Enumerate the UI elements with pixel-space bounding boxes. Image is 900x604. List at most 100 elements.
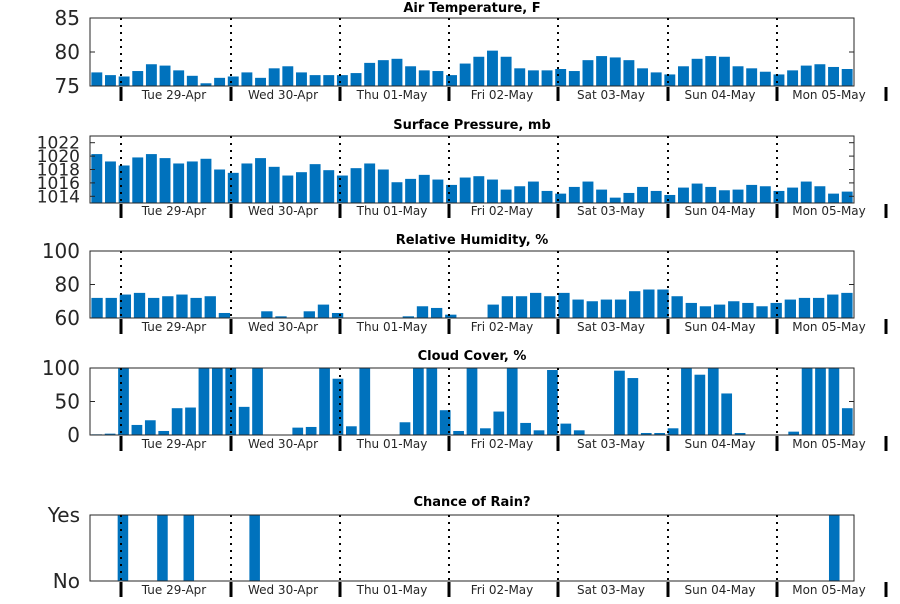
bar-2-12 bbox=[261, 311, 273, 318]
bar-1-43 bbox=[678, 187, 689, 203]
bar-3-10 bbox=[225, 368, 237, 435]
bar-1-18 bbox=[336, 175, 348, 203]
bar-4-2 bbox=[117, 515, 129, 581]
bar-3-28 bbox=[466, 368, 478, 435]
panel-title-1: Surface Pressure, mb bbox=[393, 118, 551, 133]
bar-1-33 bbox=[541, 190, 553, 203]
bar-2-4 bbox=[148, 297, 160, 318]
day-label-0-3: Fri 02-May bbox=[471, 88, 534, 102]
bar-2-36 bbox=[600, 299, 613, 318]
bar-0-28 bbox=[473, 56, 485, 86]
day-label-4-1: Wed 30-Apr bbox=[248, 583, 318, 597]
bar-1-30 bbox=[500, 189, 512, 203]
day-label-3-4: Sat 03-May bbox=[577, 437, 645, 451]
day-label-1-1: Wed 30-Apr bbox=[248, 204, 318, 218]
day-label-1-2: Thu 01-May bbox=[356, 204, 428, 218]
bar-3-3 bbox=[131, 424, 143, 435]
bar-0-2 bbox=[118, 76, 130, 86]
bar-2-30 bbox=[515, 296, 528, 318]
bar-3-34 bbox=[547, 370, 558, 435]
bar-1-42 bbox=[664, 194, 676, 203]
bar-2-13 bbox=[275, 316, 287, 318]
bar-0-4 bbox=[145, 64, 157, 86]
bar-0-14 bbox=[282, 66, 294, 86]
bar-1-22 bbox=[391, 182, 403, 203]
bar-1-0 bbox=[91, 154, 103, 203]
bar-3-54 bbox=[815, 368, 826, 435]
bar-3-5 bbox=[158, 430, 170, 435]
bar-1-6 bbox=[173, 163, 185, 203]
bar-1-40 bbox=[637, 186, 648, 203]
bar-3-52 bbox=[788, 431, 800, 435]
bar-1-47 bbox=[732, 189, 744, 203]
bar-1-15 bbox=[296, 172, 307, 203]
bar-1-25 bbox=[432, 179, 444, 203]
bar-1-21 bbox=[377, 169, 389, 203]
bar-0-19 bbox=[350, 73, 362, 86]
day-label-0-2: Thu 01-May bbox=[356, 88, 428, 102]
panel-title-3: Cloud Cover, % bbox=[418, 349, 527, 364]
day-label-3-6: Mon 05-May bbox=[792, 437, 866, 451]
bar-3-29 bbox=[480, 428, 491, 435]
bar-0-9 bbox=[214, 77, 226, 86]
ytick-label-2-1: 80 bbox=[55, 273, 80, 297]
bar-0-33 bbox=[541, 70, 553, 86]
day-label-2-2: Thu 01-May bbox=[356, 320, 428, 334]
bar-3-6 bbox=[171, 408, 183, 435]
bar-2-47 bbox=[756, 306, 768, 318]
day-label-2-6: Mon 05-May bbox=[792, 320, 866, 334]
panel-title-0: Air Temperature, F bbox=[403, 1, 540, 16]
bar-3-26 bbox=[439, 410, 451, 435]
bar-3-55 bbox=[828, 368, 840, 435]
bar-1-49 bbox=[759, 186, 771, 203]
bar-0-1 bbox=[105, 75, 116, 86]
day-label-1-4: Sat 03-May bbox=[577, 204, 645, 218]
day-label-3-1: Wed 30-Apr bbox=[248, 437, 318, 451]
bar-0-11 bbox=[241, 72, 253, 86]
ytick-label-4-1: Yes bbox=[47, 503, 80, 527]
bar-3-30 bbox=[493, 411, 505, 435]
bar-1-5 bbox=[159, 158, 171, 203]
bar-3-11 bbox=[238, 406, 250, 435]
axes-box-4 bbox=[89, 514, 855, 582]
day-label-3-2: Thu 01-May bbox=[356, 437, 428, 451]
bar-2-6 bbox=[176, 294, 188, 318]
ytick-label-1-4: 1022 bbox=[37, 134, 80, 154]
ytick-label-1-2: 1018 bbox=[37, 161, 80, 181]
bar-2-24 bbox=[430, 307, 443, 318]
bar-1-48 bbox=[746, 184, 758, 203]
day-label-3-3: Fri 02-May bbox=[471, 437, 534, 451]
bar-3-33 bbox=[533, 430, 545, 435]
bar-2-46 bbox=[742, 302, 754, 318]
bar-1-54 bbox=[828, 193, 839, 203]
bar-0-37 bbox=[596, 56, 608, 86]
bar-1-14 bbox=[282, 175, 294, 203]
bar-1-46 bbox=[718, 190, 730, 203]
bar-0-12 bbox=[255, 77, 266, 86]
bar-2-52 bbox=[827, 294, 839, 318]
bar-0-18 bbox=[336, 75, 348, 86]
bar-2-41 bbox=[671, 296, 683, 318]
day-label-2-5: Sun 04-May bbox=[684, 320, 755, 334]
day-label-2-3: Fri 02-May bbox=[471, 320, 534, 334]
bar-1-13 bbox=[268, 166, 280, 203]
ytick-label-3-1: 50 bbox=[55, 390, 80, 414]
bar-3-32 bbox=[520, 422, 531, 435]
bar-0-0 bbox=[91, 72, 103, 86]
bar-3-9 bbox=[211, 368, 223, 435]
day-label-0-5: Sun 04-May bbox=[684, 88, 755, 102]
bar-3-48 bbox=[734, 432, 746, 435]
bar-1-50 bbox=[773, 190, 785, 203]
bar-1-1 bbox=[105, 161, 116, 203]
bar-3-35 bbox=[560, 423, 572, 435]
day-label-4-4: Sat 03-May bbox=[577, 583, 645, 597]
bar-0-24 bbox=[418, 70, 430, 86]
bar-2-1 bbox=[105, 297, 117, 318]
bar-3-7 bbox=[185, 407, 196, 435]
bar-0-34 bbox=[555, 69, 567, 86]
ytick-label-1-0: 1014 bbox=[37, 187, 80, 207]
bar-0-35 bbox=[568, 71, 580, 86]
bar-0-52 bbox=[800, 65, 812, 86]
ytick-label-2-2: 100 bbox=[42, 239, 80, 263]
bar-3-2 bbox=[118, 368, 129, 435]
